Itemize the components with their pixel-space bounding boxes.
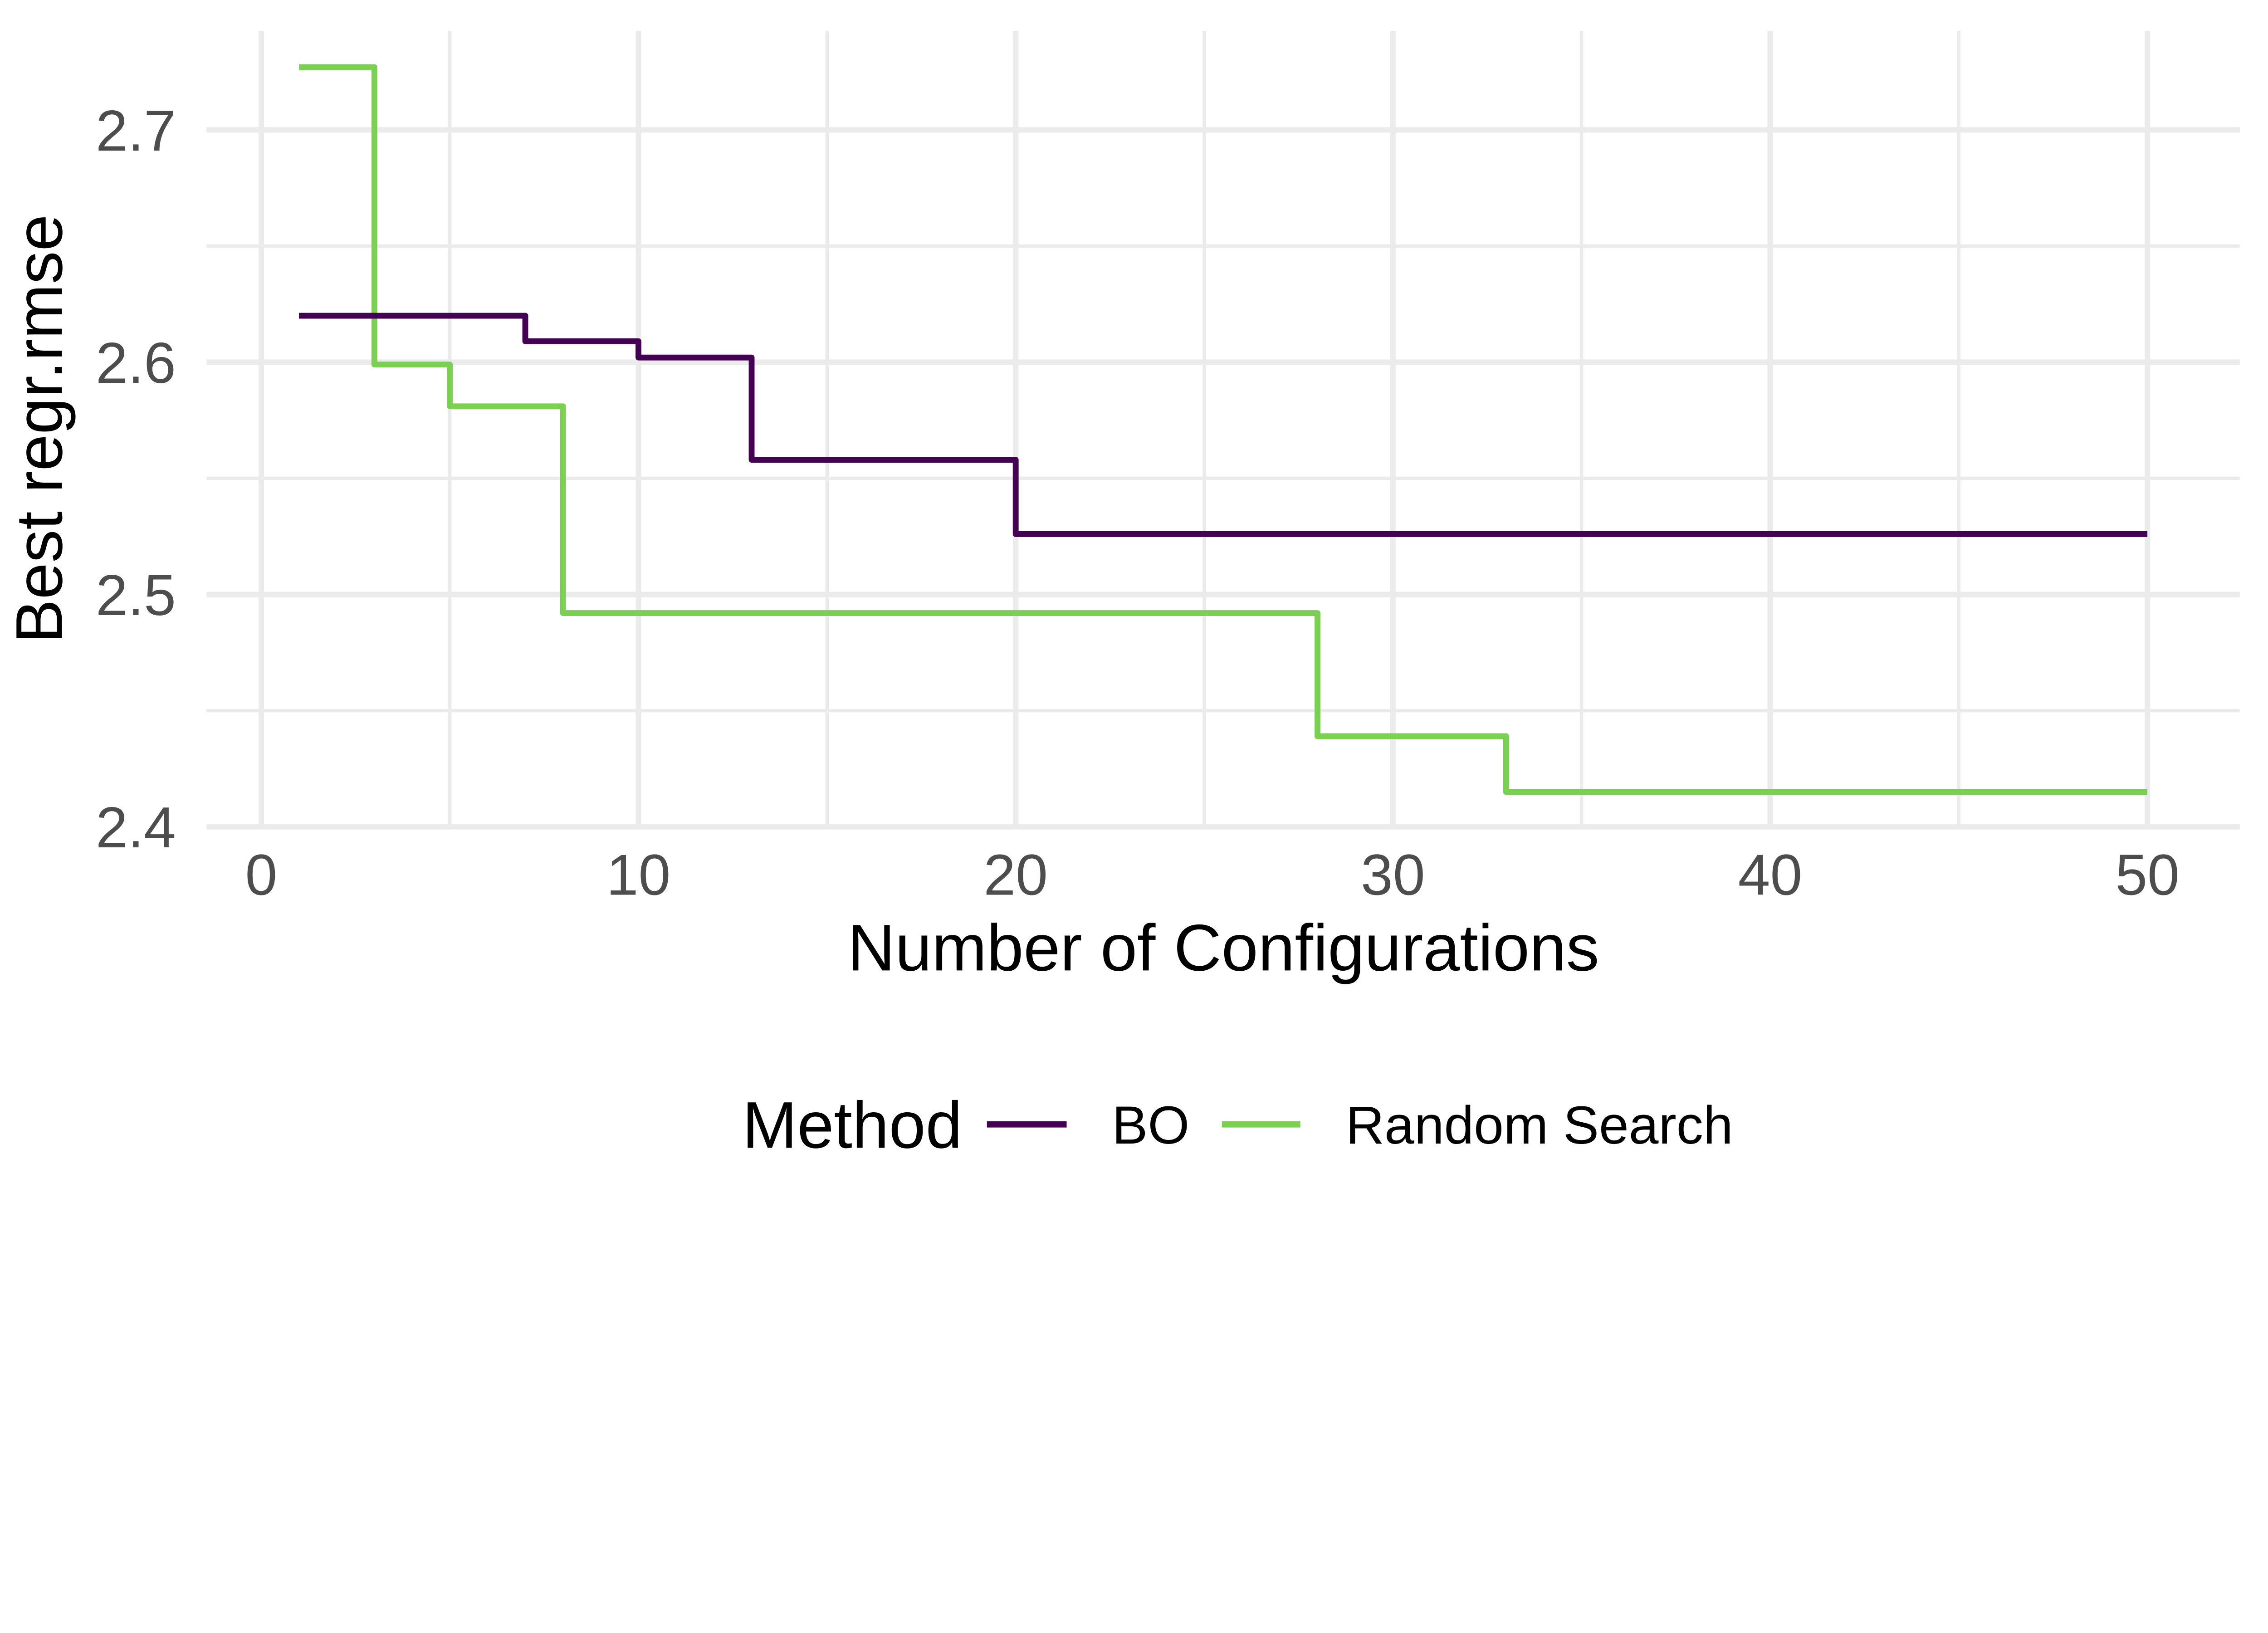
- x-axis-title: Number of Configurations: [847, 910, 1599, 984]
- bo-line: [299, 313, 2148, 537]
- legend-label-random-search: Random Search: [1346, 1095, 1733, 1155]
- y-axis-title: Best regr.rmse: [2, 215, 76, 644]
- minor-gridlines: [206, 31, 2240, 828]
- x-tick-label: 20: [983, 843, 1048, 907]
- x-axis-tick-labels: 0 10 20 30 40 50: [245, 843, 2180, 907]
- x-tick-label: 40: [1738, 843, 1803, 907]
- legend: Method BO Random Search: [742, 1088, 1733, 1162]
- legend-title: Method: [742, 1088, 962, 1162]
- x-tick-label: 10: [606, 843, 671, 907]
- y-tick-label: 2.7: [96, 98, 176, 163]
- random-search-line: [299, 64, 2148, 795]
- y-tick-label: 2.4: [96, 795, 176, 860]
- y-tick-label: 2.6: [96, 331, 176, 395]
- y-tick-label: 2.5: [96, 563, 176, 627]
- x-tick-label: 0: [245, 843, 278, 907]
- x-tick-label: 30: [1361, 843, 1425, 907]
- x-tick-label: 50: [2115, 843, 2180, 907]
- legend-label-bo: BO: [1112, 1095, 1190, 1155]
- step-chart: 2.4 2.5 2.6 2.7 0 10 20 30 40 50 Number of Confi…: [2, 31, 2240, 1162]
- chart-container: 2.4 2.5 2.6 2.7 0 10 20 30 40 50 Number of Confi…: [2, 31, 2240, 1162]
- y-axis-tick-labels: 2.4 2.5 2.6 2.7: [96, 98, 176, 860]
- series-lines: [299, 64, 2148, 795]
- major-gridlines: [206, 31, 2240, 830]
